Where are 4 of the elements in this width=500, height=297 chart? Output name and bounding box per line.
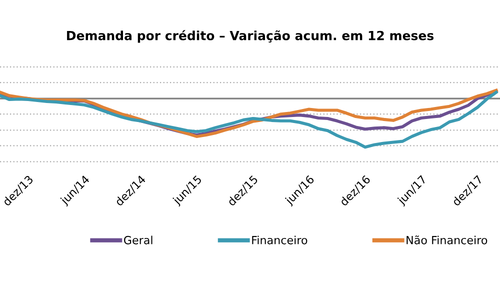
legend-label: Geral	[124, 236, 152, 244]
legend-label: Financeiro	[252, 236, 308, 244]
legend-label: Não Financeiro	[406, 236, 488, 244]
chart-title: Demanda por crédito – Variação acum. em 12 meses	[67, 30, 434, 43]
